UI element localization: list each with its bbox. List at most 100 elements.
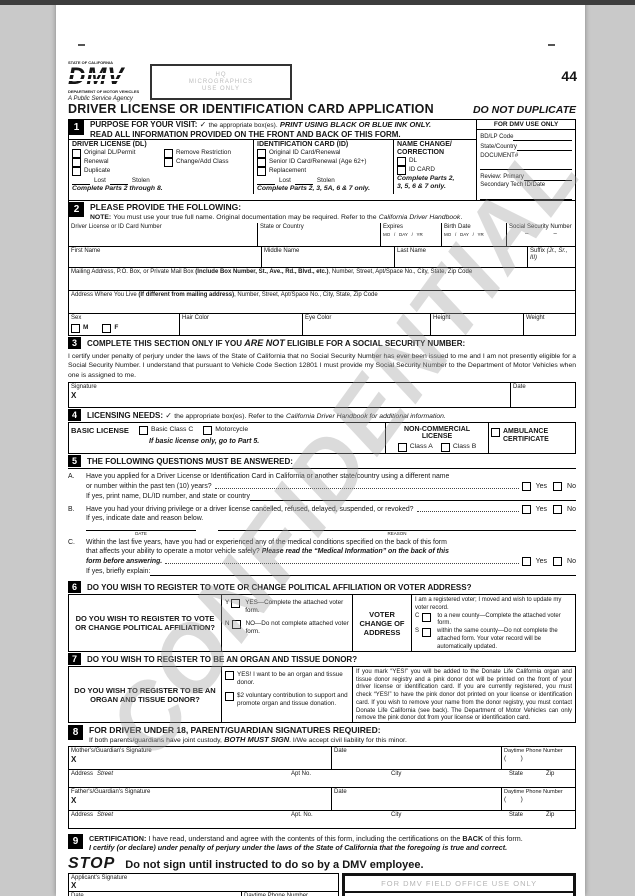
birth-date-field[interactable]: Birth Date MO / DAY / YR bbox=[442, 222, 507, 246]
ssn-certification-paragraph: I certify under penalty of perjury under… bbox=[68, 352, 576, 379]
voter-change-cell: VOTER CHANGE OF ADDRESS bbox=[353, 595, 412, 651]
checkbox-replacement[interactable] bbox=[257, 167, 266, 176]
checkbox-motorcycle[interactable] bbox=[203, 426, 213, 435]
lost-fill-line[interactable] bbox=[257, 176, 275, 185]
father-phone-field[interactable]: Daytime Phone Number ( ) bbox=[502, 788, 575, 810]
reason-caption: REASON bbox=[387, 531, 407, 536]
stolen-fill-line[interactable] bbox=[294, 176, 313, 185]
voter-y-letter: Y bbox=[225, 599, 230, 606]
checkbox-duplicate[interactable] bbox=[72, 167, 81, 176]
question-c-fill-line[interactable] bbox=[150, 567, 576, 576]
checkbox-voter-no[interactable] bbox=[231, 620, 241, 629]
ssn-field[interactable]: Social Security Number – – bbox=[507, 223, 575, 246]
checkbox-voter-yes[interactable] bbox=[231, 599, 241, 608]
middle-name-field[interactable]: Middle Name bbox=[262, 246, 395, 267]
checkbox-b-no[interactable] bbox=[553, 505, 563, 514]
secondary-tech-line[interactable] bbox=[480, 191, 572, 200]
checkbox-male[interactable] bbox=[71, 323, 80, 333]
state-country-line[interactable] bbox=[516, 142, 572, 151]
field-label: Birth Date bbox=[444, 223, 471, 230]
checkbox-a-no[interactable] bbox=[553, 482, 563, 491]
mother-signature-field[interactable]: Mother's/Guardian's Signature X bbox=[69, 747, 332, 769]
dmv-use-header: FOR DMV USE ONLY bbox=[477, 120, 575, 130]
checkbox-basic-class-c[interactable] bbox=[138, 426, 148, 435]
mother-phone-field[interactable]: Daytime Phone Number ( ) bbox=[502, 747, 575, 769]
first-name-field[interactable]: First Name bbox=[69, 246, 262, 267]
mother-address-row[interactable]: Address Street Apt No. City State Zip bbox=[68, 770, 576, 788]
ink-warning: PRINT USING BLACK OR BLUE INK ONLY. bbox=[279, 120, 432, 129]
logo-stripe bbox=[66, 73, 138, 75]
applicant-phone-field[interactable]: Daytime Phone Number ( ) bbox=[242, 892, 338, 896]
field-label-bold: (Include Box Number, St., Ave., Rd., Blv… bbox=[195, 268, 329, 275]
checkbox-donor-yes[interactable] bbox=[225, 671, 234, 680]
street-label: Street bbox=[97, 771, 114, 777]
checkbox-original-id[interactable] bbox=[257, 149, 266, 158]
note-label: NOTE: bbox=[90, 213, 112, 221]
checkbox-ambulance[interactable] bbox=[491, 428, 500, 437]
dmv-logo: STATE OF CALIFORNIA DMV DEPARTMENT OF MO… bbox=[66, 60, 158, 102]
field-label: Daytime Phone Number bbox=[504, 789, 563, 795]
expires-field[interactable]: Expires MO / DAY / YR bbox=[381, 222, 442, 246]
checkbox-c-yes[interactable] bbox=[521, 557, 531, 566]
mailing-address-field[interactable]: Mailing Address, P.O. Box, or Private Ma… bbox=[68, 267, 576, 291]
hair-color-field[interactable]: Hair Color bbox=[180, 313, 303, 335]
date-fill-line[interactable] bbox=[86, 530, 196, 531]
dl-id-number-field[interactable]: Driver License or ID Card Number bbox=[69, 222, 258, 246]
section-1-line2: READ ALL INFORMATION PROVIDED ON THE FRO… bbox=[90, 129, 401, 139]
checkbox-same-county[interactable] bbox=[422, 628, 432, 638]
checkbox-a-yes[interactable] bbox=[521, 482, 531, 491]
checkbox-b-yes[interactable] bbox=[521, 505, 531, 514]
father-signature-field[interactable]: Father's/Guardian's Signature X bbox=[69, 788, 332, 810]
checkbox-namechange-idcard[interactable] bbox=[397, 166, 406, 175]
signature-x: X bbox=[71, 880, 77, 890]
checkbox-donor-contribution[interactable] bbox=[225, 692, 234, 701]
checkbox-label: Replacement bbox=[269, 167, 307, 174]
checkbox-label: Change/Add Class bbox=[176, 158, 229, 165]
signature-field[interactable]: Signature X bbox=[69, 383, 511, 407]
weight-field[interactable]: Weight bbox=[524, 314, 575, 335]
stolen-fill-line[interactable] bbox=[109, 176, 128, 185]
state-country-field[interactable]: State or Country bbox=[258, 222, 381, 246]
lost-fill-line[interactable] bbox=[72, 176, 90, 185]
applicant-signature-field[interactable]: Applicant's Signature X bbox=[69, 874, 339, 892]
handbook-name: California Driver Handbook bbox=[378, 213, 461, 221]
checkbox-change-add-class[interactable] bbox=[164, 158, 173, 167]
residence-address-field[interactable]: Address Where You Live (If different fro… bbox=[68, 290, 576, 314]
checkbox-remove-restriction[interactable] bbox=[164, 149, 173, 158]
document-number-line[interactable] bbox=[480, 161, 572, 170]
date-field[interactable]: Date bbox=[511, 383, 575, 407]
height-field[interactable]: Height bbox=[431, 313, 524, 335]
bdlp-code-line[interactable] bbox=[513, 132, 572, 141]
applicant-date-field[interactable]: Date bbox=[69, 891, 242, 896]
question-a-fill-line[interactable] bbox=[249, 492, 576, 501]
checkbox-class-a[interactable] bbox=[397, 443, 407, 452]
checkbox-original-dl[interactable] bbox=[72, 149, 81, 158]
section-9-number: 9 bbox=[68, 834, 83, 849]
checkbox-renewal[interactable] bbox=[72, 158, 81, 167]
father-address-row[interactable]: Address Street Apt. No. City State Zip bbox=[68, 811, 576, 829]
signature-x: X bbox=[71, 755, 77, 764]
id-column-header: IDENTIFICATION CARD (ID) bbox=[257, 141, 349, 148]
checkbox-c-no[interactable] bbox=[553, 557, 563, 566]
section-1: 1 PURPOSE FOR YOUR VISIT: ✓ the appropri… bbox=[68, 119, 576, 200]
checkbox-class-b[interactable] bbox=[440, 443, 450, 452]
question-c-line2: that affects your ability to operate a m… bbox=[86, 548, 260, 555]
questions-block: A. Have you applied for a Driver License … bbox=[68, 468, 576, 576]
ambulance-cell: AMBULANCE CERTIFICATE bbox=[489, 423, 575, 453]
date-caption: DATE bbox=[135, 531, 147, 536]
review-primary-line[interactable] bbox=[523, 172, 572, 181]
page-title: DRIVER LICENSE OR IDENTIFICATION CARD AP… bbox=[68, 102, 434, 116]
checkbox-senior-id[interactable] bbox=[257, 158, 266, 167]
reason-fill-line[interactable] bbox=[218, 530, 576, 531]
eye-color-field[interactable]: Eye Color bbox=[303, 313, 431, 335]
checkbox-female[interactable] bbox=[102, 323, 112, 333]
field-label: Date bbox=[513, 384, 526, 390]
suffix-field[interactable]: Suffix (Jr., Sr., III) bbox=[528, 247, 575, 267]
field-label-bold: (If different from mailing address) bbox=[138, 291, 235, 298]
father-date-field[interactable]: Date bbox=[332, 788, 502, 810]
last-name-field[interactable]: Last Name bbox=[395, 246, 528, 267]
lost-label: Lost bbox=[279, 177, 291, 184]
checkbox-namechange-dl[interactable] bbox=[397, 157, 406, 166]
checkbox-new-county[interactable] bbox=[422, 612, 432, 622]
mother-date-field[interactable]: Date bbox=[332, 747, 502, 769]
